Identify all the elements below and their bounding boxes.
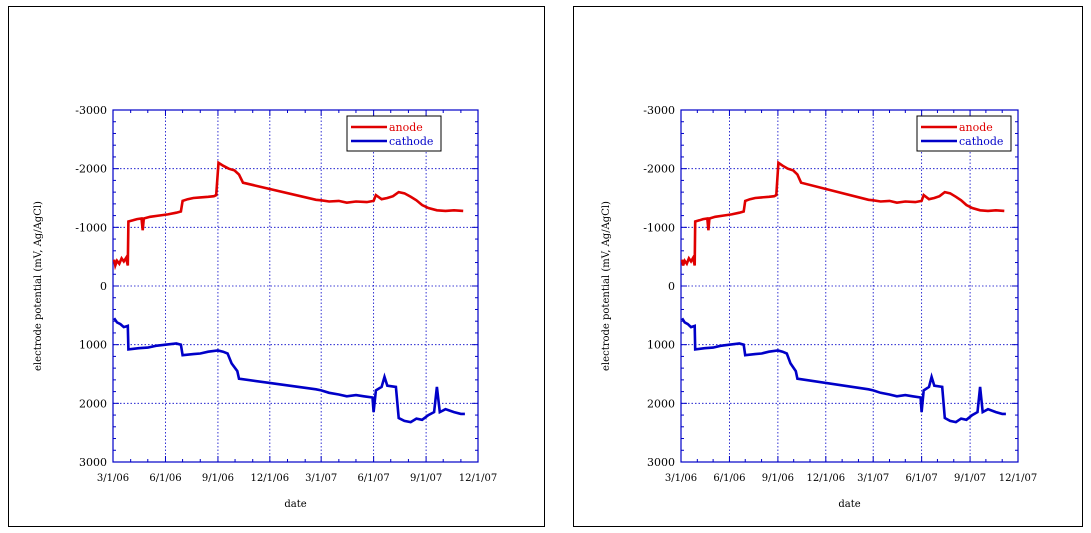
y-tick-label: 2000 — [79, 397, 107, 410]
x-tick-label: 9/1/07 — [410, 473, 442, 484]
x-tick-label: 6/1/06 — [713, 473, 745, 484]
y-tick-label: 3000 — [79, 456, 107, 469]
y-tick-label: -2000 — [643, 163, 675, 176]
y-tick-label: -3000 — [643, 104, 675, 117]
x-tick-label: 3/1/06 — [665, 473, 697, 484]
y-tick-label: -1000 — [75, 221, 107, 234]
x-tick-label: 6/1/07 — [906, 473, 938, 484]
y-axis-label: electrode potential (mV, Ag/AgCl) — [33, 201, 44, 371]
y-tick-label: 3000 — [647, 456, 675, 469]
x-tick-label: 12/1/07 — [459, 473, 498, 484]
y-tick-label: -1000 — [643, 221, 675, 234]
legend-label-cathode: cathode — [959, 135, 1003, 148]
x-tick-label: 12/1/07 — [999, 473, 1038, 484]
y-axis-label: electrode potential (mV, Ag/AgCl) — [601, 201, 612, 371]
y-tick-label: 1000 — [647, 339, 675, 352]
legend-label-cathode: cathode — [389, 135, 433, 148]
x-axis-label: date — [838, 499, 860, 510]
x-tick-label: 3/1/07 — [857, 473, 889, 484]
x-tick-label: 3/1/06 — [97, 473, 129, 484]
chart-left: 3/1/06 6/1/06 9/1/06 12/1/06 3/1/07 6/1/07 9/1… — [33, 104, 498, 510]
x-tick-label: 9/1/06 — [202, 473, 234, 484]
legend-box — [346, 115, 442, 152]
legend-box — [916, 115, 1012, 152]
x-tick-label: 3/1/07 — [305, 473, 337, 484]
x-tick-label: 12/1/06 — [807, 473, 846, 484]
chart-panel-left: 3/1/06 6/1/06 9/1/06 12/1/06 3/1/07 6/1/07 9/1… — [8, 6, 545, 527]
y-tick-label: 1000 — [79, 339, 107, 352]
series-line-anode — [112, 160, 464, 271]
series-line-anode — [680, 160, 1005, 267]
y-tick-label: 0 — [668, 280, 675, 293]
y-tick-label: -3000 — [75, 104, 107, 117]
y-tick-label: 2000 — [647, 397, 675, 410]
x-tick-label: 12/1/06 — [251, 473, 290, 484]
series-line-cathode — [113, 317, 465, 424]
series-line-cathode — [681, 317, 1006, 424]
chart-panel-right: 3/1/06 6/1/06 9/1/06 12/1/06 3/1/07 6/1/07 9/1… — [573, 6, 1083, 527]
x-tick-label: 6/1/06 — [149, 473, 181, 484]
y-tick-label: 0 — [100, 280, 107, 293]
x-tick-label: 6/1/07 — [358, 473, 390, 484]
y-tick-label: -2000 — [75, 163, 107, 176]
x-tick-label: 9/1/07 — [954, 473, 986, 484]
x-tick-label: 9/1/06 — [762, 473, 794, 484]
chart-right: 3/1/06 6/1/06 9/1/06 12/1/06 3/1/07 6/1/07 9/1… — [601, 104, 1038, 510]
x-axis-label: date — [284, 499, 306, 510]
legend-label-anode: anode — [389, 121, 423, 134]
legend-label-anode: anode — [959, 121, 993, 134]
